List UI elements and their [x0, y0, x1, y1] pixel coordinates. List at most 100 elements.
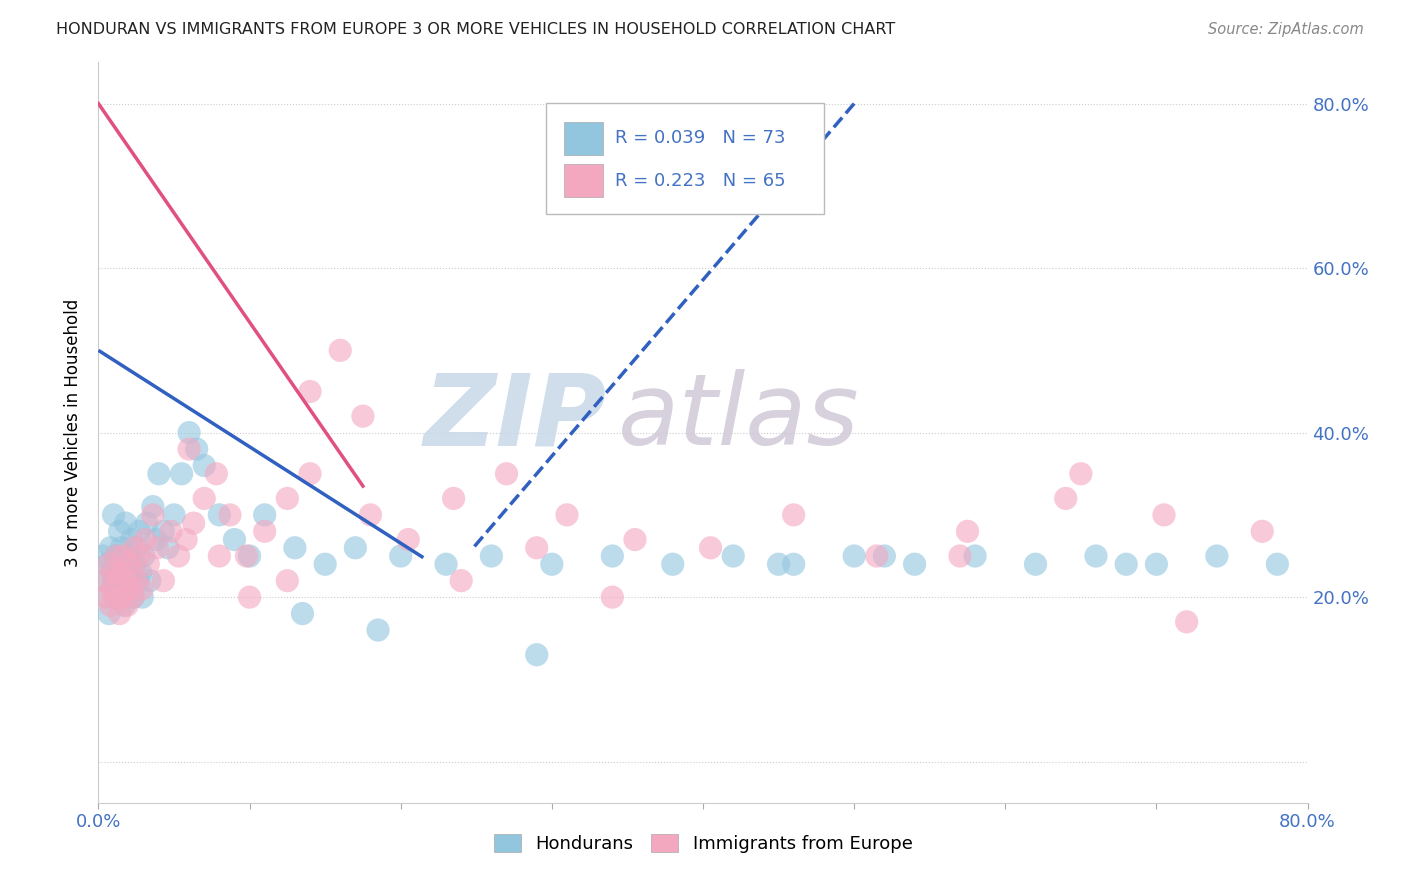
Point — [170, 467, 193, 481]
Point — [949, 549, 972, 563]
Point — [284, 541, 307, 555]
Point — [98, 607, 121, 621]
Bar — [564, 121, 603, 155]
Point — [91, 574, 114, 588]
Point — [100, 541, 122, 555]
Point — [389, 549, 412, 563]
Point — [873, 549, 896, 563]
Point — [94, 590, 117, 604]
Point — [1175, 615, 1198, 629]
Point — [723, 549, 745, 563]
Point — [127, 574, 149, 588]
Point — [208, 549, 231, 563]
Point — [179, 425, 201, 440]
Legend: Hondurans, Immigrants from Europe: Hondurans, Immigrants from Europe — [486, 827, 920, 861]
FancyBboxPatch shape — [546, 103, 824, 214]
Point — [103, 574, 125, 588]
Point — [104, 582, 127, 596]
Text: R = 0.223   N = 65: R = 0.223 N = 65 — [614, 172, 786, 190]
Point — [360, 508, 382, 522]
Point — [135, 516, 157, 530]
Point — [163, 508, 186, 522]
Point — [114, 574, 136, 588]
Point — [1024, 558, 1046, 572]
Point — [1153, 508, 1175, 522]
Point — [239, 590, 262, 604]
Point — [526, 648, 548, 662]
Point — [495, 467, 517, 481]
Point — [152, 574, 174, 588]
Point — [344, 541, 367, 555]
Point — [481, 549, 503, 563]
Point — [94, 590, 117, 604]
Point — [783, 508, 806, 522]
Point — [125, 541, 148, 555]
Point — [844, 549, 866, 563]
Point — [783, 558, 806, 572]
Point — [1251, 524, 1274, 539]
Point — [661, 558, 683, 572]
Point — [145, 533, 167, 547]
Point — [107, 566, 129, 580]
Point — [120, 582, 142, 596]
Point — [107, 590, 129, 604]
Y-axis label: 3 or more Vehicles in Household: 3 or more Vehicles in Household — [65, 299, 83, 566]
Text: ZIP: ZIP — [423, 369, 606, 467]
Point — [107, 574, 129, 588]
Point — [105, 549, 128, 563]
Point — [148, 467, 170, 481]
Point — [1144, 558, 1167, 572]
Point — [129, 566, 152, 580]
Point — [121, 566, 143, 580]
Point — [1115, 558, 1137, 572]
Point — [160, 524, 183, 539]
Point — [120, 566, 142, 580]
Point — [555, 508, 578, 522]
Point — [434, 558, 457, 572]
Point — [131, 582, 153, 596]
Point — [124, 541, 146, 555]
Point — [93, 574, 115, 588]
Point — [299, 384, 322, 399]
Point — [235, 549, 257, 563]
Point — [108, 607, 131, 621]
Bar — [564, 164, 603, 197]
Point — [124, 558, 146, 572]
Point — [193, 458, 215, 473]
Point — [118, 549, 141, 563]
Point — [253, 508, 276, 522]
Point — [396, 533, 419, 547]
Point — [132, 549, 155, 563]
Point — [219, 508, 242, 522]
Point — [205, 467, 228, 481]
Point — [114, 516, 136, 530]
Point — [146, 541, 169, 555]
Point — [183, 516, 205, 530]
Point — [276, 574, 298, 588]
Point — [1070, 467, 1092, 481]
Point — [526, 541, 548, 555]
Point — [602, 549, 624, 563]
Point — [103, 508, 125, 522]
Point — [208, 508, 231, 522]
Text: R = 0.039   N = 73: R = 0.039 N = 73 — [614, 129, 785, 147]
Point — [112, 599, 135, 613]
Point — [314, 558, 336, 572]
Point — [104, 590, 127, 604]
Point — [1054, 491, 1077, 506]
Point — [122, 590, 145, 604]
Point — [624, 533, 647, 547]
Point — [156, 541, 179, 555]
Point — [443, 491, 465, 506]
Point — [239, 549, 262, 563]
Point — [367, 623, 389, 637]
Point — [122, 590, 145, 604]
Point — [224, 533, 246, 547]
Point — [101, 582, 124, 596]
Point — [152, 524, 174, 539]
Point — [115, 599, 138, 613]
Point — [1085, 549, 1108, 563]
Point — [111, 590, 134, 604]
Point — [540, 558, 562, 572]
Point — [142, 500, 165, 514]
